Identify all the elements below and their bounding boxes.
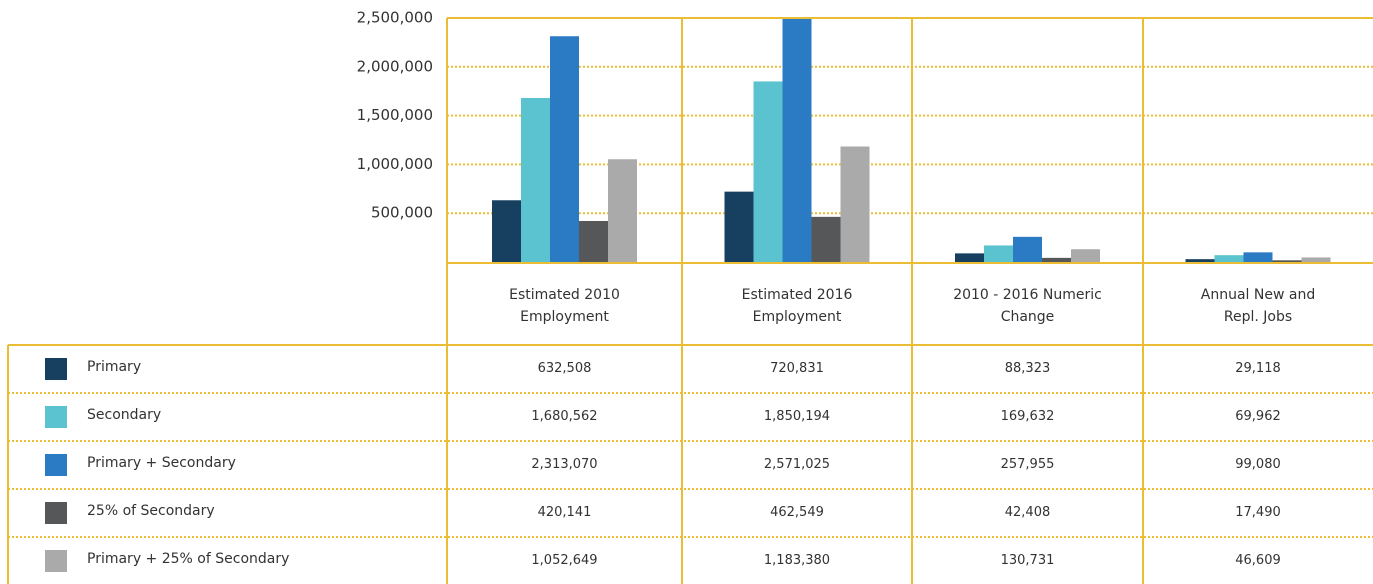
table-cell: 29,118 xyxy=(1235,361,1281,376)
legend-label: Secondary xyxy=(87,407,162,423)
bar xyxy=(753,81,783,262)
bar xyxy=(550,36,579,262)
bar xyxy=(1013,236,1042,262)
legend-swatch xyxy=(45,502,67,524)
bar xyxy=(984,245,1013,262)
x-tick-label: Estimated 2010 Employment xyxy=(509,287,620,325)
legend-swatch xyxy=(45,550,67,572)
legend-label: Primary xyxy=(87,359,142,375)
table-cell: 69,962 xyxy=(1235,409,1281,424)
x-tick-label: Annual New and Repl. Jobs xyxy=(1200,287,1316,325)
bar xyxy=(579,220,608,262)
table-cell: 17,490 xyxy=(1235,505,1281,520)
table-cell: 99,080 xyxy=(1235,457,1281,472)
bar xyxy=(1214,255,1244,262)
bar xyxy=(492,200,521,262)
bar xyxy=(1185,259,1215,262)
legend-swatch xyxy=(45,406,67,428)
table-cell: 1,850,194 xyxy=(763,409,831,424)
legend-label: Primary + Secondary xyxy=(87,455,236,471)
bar xyxy=(1243,252,1273,262)
table-cell: 42,408 xyxy=(1004,505,1051,520)
bar xyxy=(840,146,870,262)
bar xyxy=(1071,249,1100,262)
legend-swatch xyxy=(45,358,67,380)
x-tick-label: Estimated 2016 Employment xyxy=(741,287,853,325)
table-cell: 2,571,025 xyxy=(763,457,831,472)
bar xyxy=(521,97,550,263)
legend-label: Primary + 25% of Secondary xyxy=(87,551,290,567)
bar xyxy=(1301,257,1331,262)
y-tick-label: 500,000 xyxy=(371,204,433,222)
y-tick-label: 2,000,000 xyxy=(357,57,433,75)
legend-label: 25% of Secondary xyxy=(87,503,215,519)
bar xyxy=(782,17,812,262)
table-cell: 632,508 xyxy=(537,361,592,376)
bar xyxy=(1042,257,1071,262)
bar xyxy=(955,253,984,262)
table-cell: 1,183,380 xyxy=(763,553,831,568)
table-cell: 46,609 xyxy=(1235,553,1281,568)
table-cell: 2,313,070 xyxy=(531,457,598,472)
table-cell: 257,955 xyxy=(1000,457,1055,472)
y-tick-label: 1,000,000 xyxy=(357,155,433,173)
y-tick-label: 2,500,000 xyxy=(357,9,433,27)
table-cell: 88,323 xyxy=(1004,361,1051,376)
legend-swatch xyxy=(45,454,67,476)
bar xyxy=(608,159,637,262)
table-cell: 130,731 xyxy=(1000,553,1055,568)
x-tick-label: 2010 - 2016 Numeric Change xyxy=(953,287,1102,325)
table-cell: 462,549 xyxy=(770,505,824,520)
bar xyxy=(1272,260,1302,262)
table-cell: 169,632 xyxy=(1000,409,1055,424)
bar xyxy=(811,216,841,262)
table-cell: 1,680,562 xyxy=(531,409,598,424)
y-tick-label: 1,500,000 xyxy=(357,106,433,124)
bar xyxy=(724,191,754,262)
table-cell: 1,052,649 xyxy=(531,553,598,568)
table-cell: 420,141 xyxy=(537,505,592,520)
table-cell: 720,831 xyxy=(770,361,824,376)
